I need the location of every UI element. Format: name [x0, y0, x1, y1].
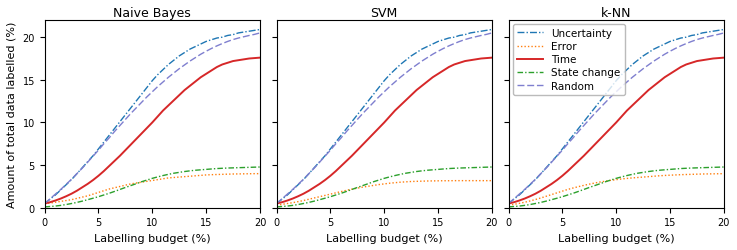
X-axis label: Labelling budget (%): Labelling budget (%) [94, 233, 211, 243]
Legend: Uncertainty, Error, Time, State change, Random: Uncertainty, Error, Time, State change, … [513, 25, 625, 95]
X-axis label: Labelling budget (%): Labelling budget (%) [326, 233, 442, 243]
Title: SVM: SVM [371, 7, 398, 20]
X-axis label: Labelling budget (%): Labelling budget (%) [558, 233, 674, 243]
Y-axis label: Amount of total data labelled (%): Amount of total data labelled (%) [7, 22, 17, 207]
Title: k-NN: k-NN [601, 7, 632, 20]
Title: Naive Bayes: Naive Bayes [113, 7, 191, 20]
